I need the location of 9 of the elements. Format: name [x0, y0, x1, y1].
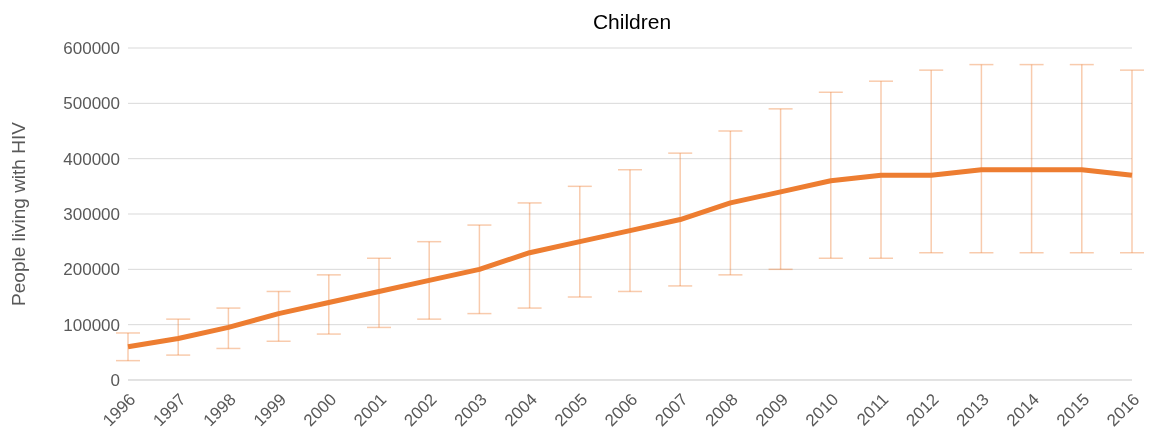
y-tick-label: 0	[110, 371, 120, 391]
y-tick-label: 400000	[63, 149, 120, 169]
y-tick-label: 600000	[63, 39, 120, 59]
chart-title: Children	[591, 9, 673, 35]
y-tick-label: 100000	[63, 315, 120, 335]
y-tick-label: 300000	[63, 205, 120, 225]
y-tick-label: 500000	[63, 94, 120, 114]
y-axis-title: People living with HIV	[7, 121, 29, 306]
y-tick-label: 200000	[63, 260, 120, 280]
